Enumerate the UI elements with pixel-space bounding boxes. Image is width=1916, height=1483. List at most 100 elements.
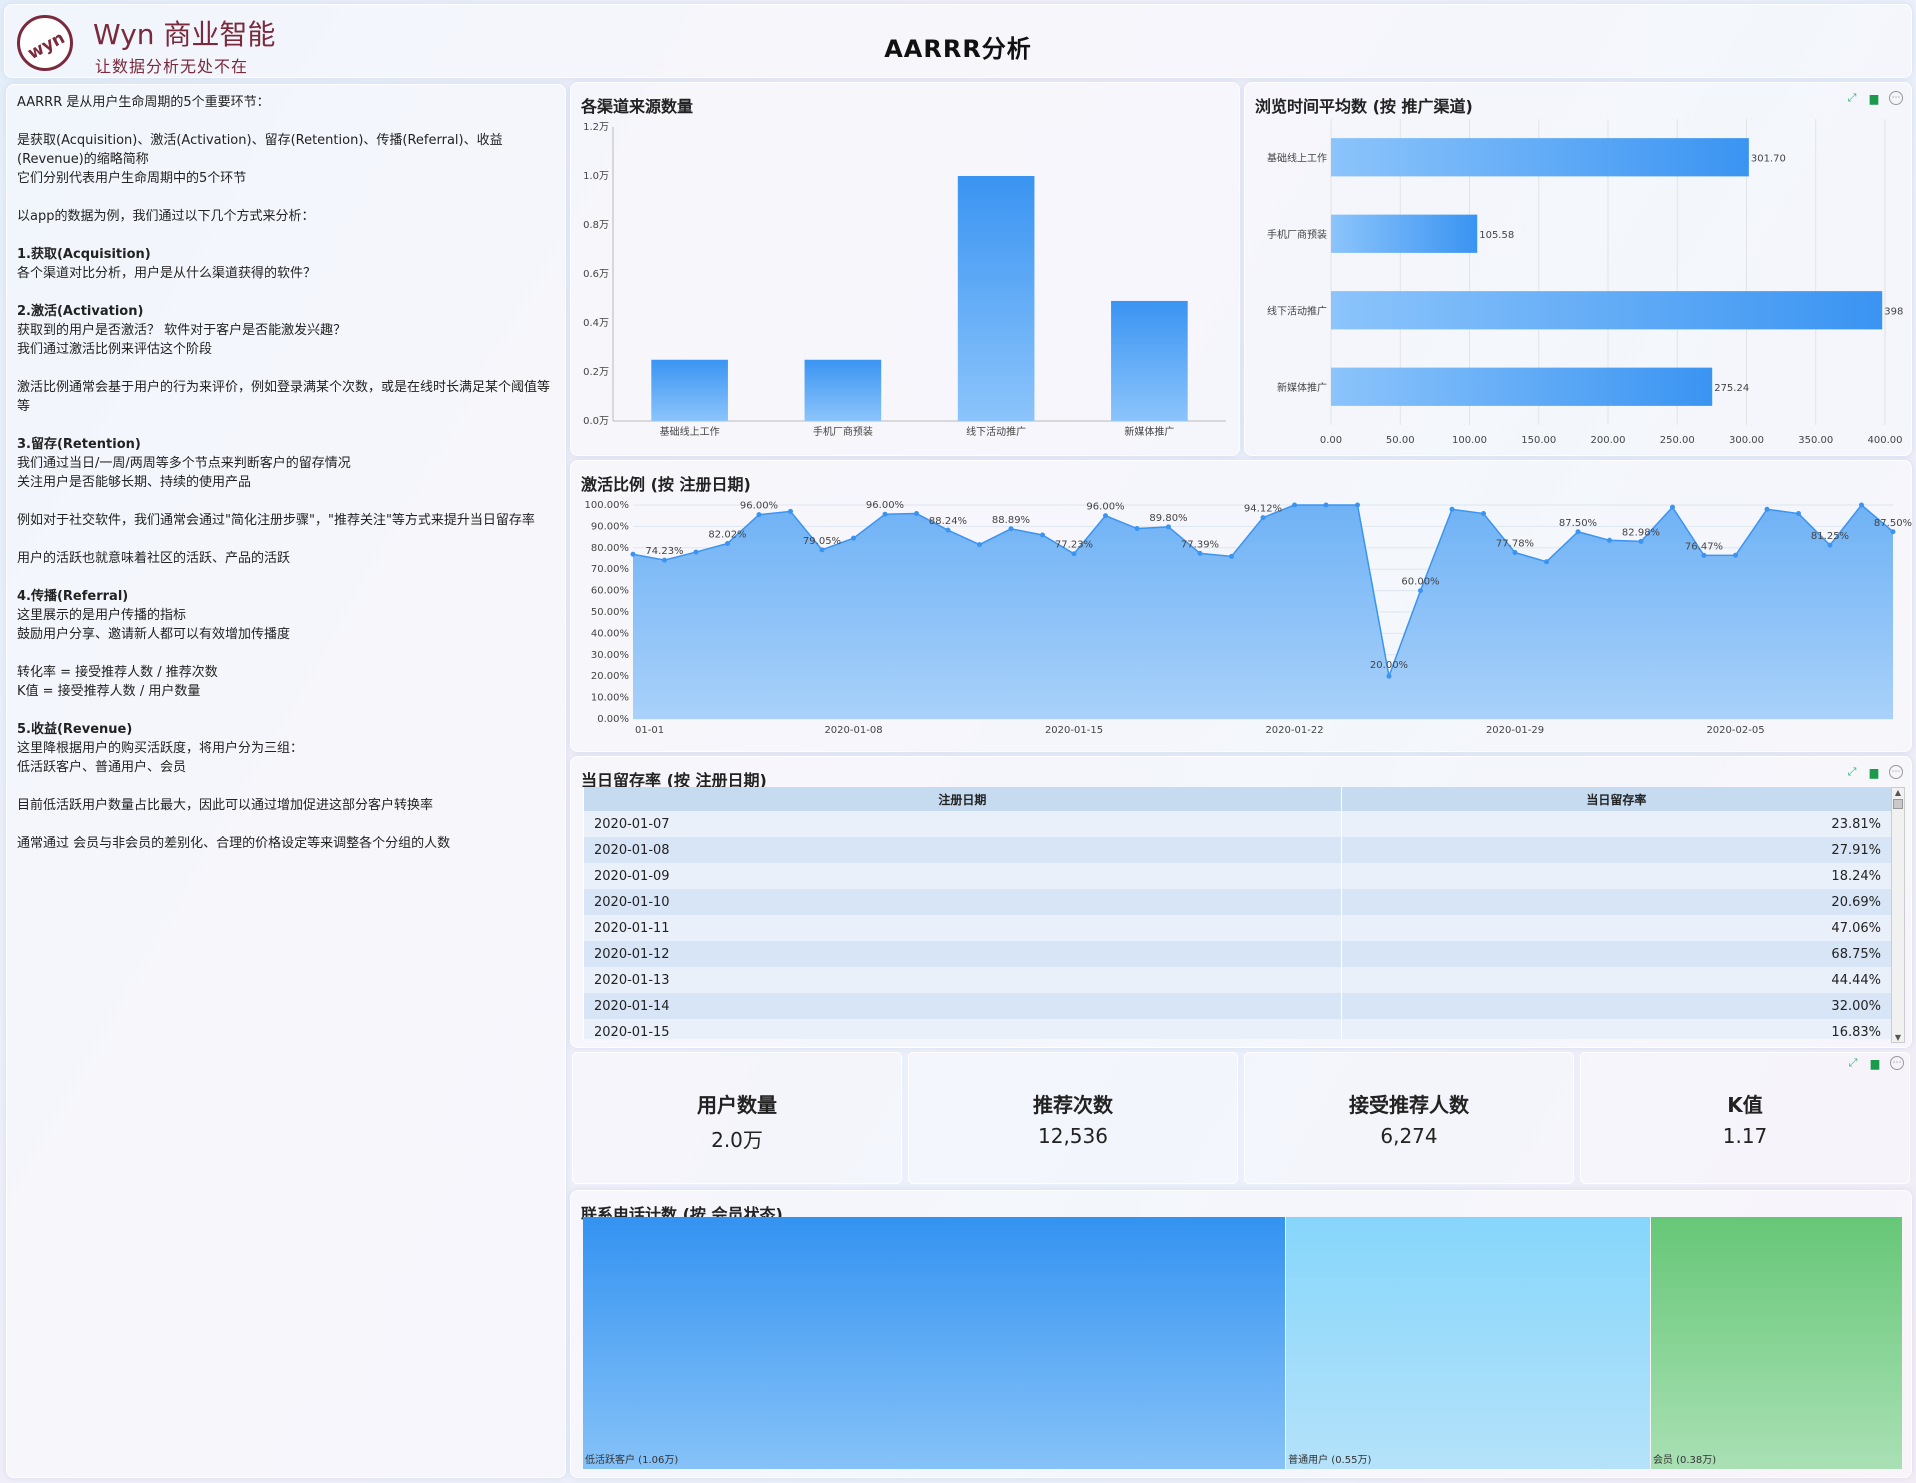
table-row[interactable]: 2020-01-12 68.75% — [583, 941, 1891, 967]
data-point[interactable] — [662, 557, 667, 563]
data-point[interactable] — [1323, 502, 1329, 508]
data-point[interactable] — [1827, 542, 1833, 548]
bar[interactable] — [1331, 291, 1883, 330]
data-point[interactable] — [1638, 538, 1644, 544]
data-point[interactable] — [1796, 511, 1801, 517]
treemap-cell[interactable]: 会员 (0.38万) — [1650, 1217, 1902, 1469]
data-point[interactable] — [1292, 502, 1297, 508]
data-label: 82.98% — [1622, 527, 1660, 538]
scroll-down-arrow[interactable]: ▼ — [1894, 1033, 1902, 1042]
y-tick-label: 0.4万 — [583, 318, 609, 329]
table-row[interactable]: 2020-01-11 47.06% — [583, 915, 1891, 941]
activation-chart: 0.00% 10.00% 20.00% 30.00% 40.00% 50.00% 60.00… — [585, 500, 1913, 736]
scroll-up-arrow[interactable]: ▲ — [1894, 788, 1902, 797]
treemap-cell[interactable]: 普通用户 (0.55万) — [1286, 1217, 1650, 1469]
data-point[interactable] — [1670, 504, 1675, 510]
bar[interactable] — [651, 359, 728, 421]
data-point[interactable] — [1386, 673, 1392, 679]
data-point[interactable] — [1859, 502, 1864, 508]
data-point[interactable] — [977, 542, 982, 548]
data-point[interactable] — [1764, 506, 1770, 512]
y-tick-label: 50.00% — [591, 607, 629, 618]
data-point[interactable] — [1607, 537, 1612, 543]
member-treemap: 低活跃客户 (1.06万) 普通用户 (0.55万) 会员 (0.38万) — [583, 1217, 1903, 1469]
data-point[interactable] — [1103, 513, 1108, 519]
table-row[interactable]: 2020-01-14 32.00% — [583, 993, 1891, 1019]
data-point[interactable] — [1512, 550, 1518, 556]
data-point[interactable] — [851, 535, 856, 541]
data-point[interactable] — [1197, 550, 1203, 556]
treemap-cell[interactable]: 低活跃客户 (1.06万) — [583, 1217, 1286, 1469]
chart-title: 激活比例 (按 注册日期) — [581, 475, 751, 494]
cell-date: 2020-01-12 — [583, 941, 1342, 967]
data-point[interactable] — [914, 511, 919, 517]
table-row[interactable]: 2020-01-08 27.91% — [583, 837, 1891, 863]
data-point[interactable] — [1701, 552, 1707, 558]
data-point[interactable] — [1040, 532, 1045, 538]
expand-icon[interactable]: ⤢ — [1847, 91, 1857, 104]
data-point[interactable] — [819, 547, 825, 553]
data-point[interactable] — [1355, 502, 1360, 508]
data-point[interactable] — [1481, 511, 1486, 517]
bar[interactable] — [1331, 214, 1478, 253]
data-label: 88.24% — [929, 516, 967, 527]
data-point[interactable] — [1008, 526, 1014, 532]
data-point[interactable] — [1418, 588, 1423, 594]
table-row[interactable]: 2020-01-09 18.24% — [583, 863, 1891, 889]
data-point[interactable] — [1166, 524, 1171, 530]
y-tick-label: 20.00% — [591, 671, 629, 682]
table-row[interactable]: 2020-01-15 16.83% — [583, 1019, 1891, 1039]
activation-chart-card: 激活比例 (按 注册日期) 0.00% 10.00% 20.00% 30.00% 40.… — [570, 460, 1912, 752]
chart-title: 浏览时间平均数 (按 推广渠道) — [1255, 97, 1473, 116]
scroll-thumb[interactable] — [1893, 799, 1903, 809]
y-tick-label: 30.00% — [591, 650, 629, 661]
data-point[interactable] — [1071, 551, 1077, 557]
data-label: 96.00% — [740, 501, 778, 512]
kpi-value: 12,536 — [1038, 1124, 1108, 1148]
intro-line: 3.留存(Retention) — [17, 437, 141, 452]
data-point[interactable] — [882, 511, 888, 517]
column-header-rate[interactable]: 当日留存率 — [1340, 787, 1891, 811]
data-point[interactable] — [1449, 506, 1455, 512]
data-point[interactable] — [1134, 526, 1140, 532]
data-point[interactable] — [1890, 529, 1896, 535]
bar[interactable] — [1331, 138, 1749, 177]
export-icon[interactable]: ▆ — [1870, 1056, 1880, 1070]
data-point[interactable] — [630, 551, 636, 557]
bar[interactable] — [1331, 367, 1713, 406]
data-point[interactable] — [1229, 553, 1234, 559]
table-row[interactable]: 2020-01-10 20.69% — [583, 889, 1891, 915]
data-point[interactable] — [756, 512, 762, 518]
data-point[interactable] — [945, 527, 951, 533]
bar[interactable] — [1111, 300, 1188, 421]
intro-line — [17, 815, 555, 834]
expand-icon[interactable]: ⤢ — [1847, 765, 1857, 778]
data-point[interactable] — [1575, 529, 1581, 535]
table-row[interactable]: 2020-01-13 44.44% — [583, 967, 1891, 993]
intro-line: 我们通过激活比例来评估这个阶段 — [17, 342, 213, 357]
y-tick-label: 基础线上工作 — [1267, 151, 1327, 164]
data-point[interactable] — [788, 508, 793, 514]
data-point[interactable] — [693, 549, 699, 555]
intro-line: 各个渠道对比分析，用户是从什么渠道获得的软件？ — [17, 266, 317, 281]
expand-icon[interactable]: ⤢ — [1848, 1056, 1858, 1069]
data-point[interactable] — [725, 540, 730, 546]
data-point[interactable] — [1260, 515, 1266, 521]
bar[interactable] — [957, 176, 1035, 421]
more-icon[interactable]: ⋯ — [1889, 765, 1903, 779]
bar[interactable] — [804, 359, 882, 421]
column-header-date[interactable]: 注册日期 — [583, 787, 1342, 811]
more-icon[interactable]: ⋯ — [1889, 91, 1903, 105]
data-point[interactable] — [1544, 559, 1549, 565]
table-scrollbar[interactable]: ▲ ▼ — [1891, 787, 1905, 1043]
export-icon[interactable]: ▆ — [1869, 765, 1879, 779]
more-icon[interactable]: ⋯ — [1890, 1056, 1904, 1070]
x-tick-label: 400.00 — [1868, 435, 1903, 446]
export-icon[interactable]: ▆ — [1869, 91, 1879, 105]
browse-time-chart-card: 浏览时间平均数 (按 推广渠道) ⤢ ▆ ⋯ 0.00 50.00 100.00 15… — [1244, 82, 1912, 456]
cell-rate: 32.00% — [1340, 993, 1891, 1019]
table-row[interactable]: 2020-01-07 23.81% — [583, 811, 1891, 837]
data-label: 20.00% — [1370, 660, 1408, 671]
data-point[interactable] — [1733, 552, 1738, 558]
header-bar: wyn Wyn 商业智能 让数据分析无处不在 AARRR分析 — [4, 4, 1912, 78]
